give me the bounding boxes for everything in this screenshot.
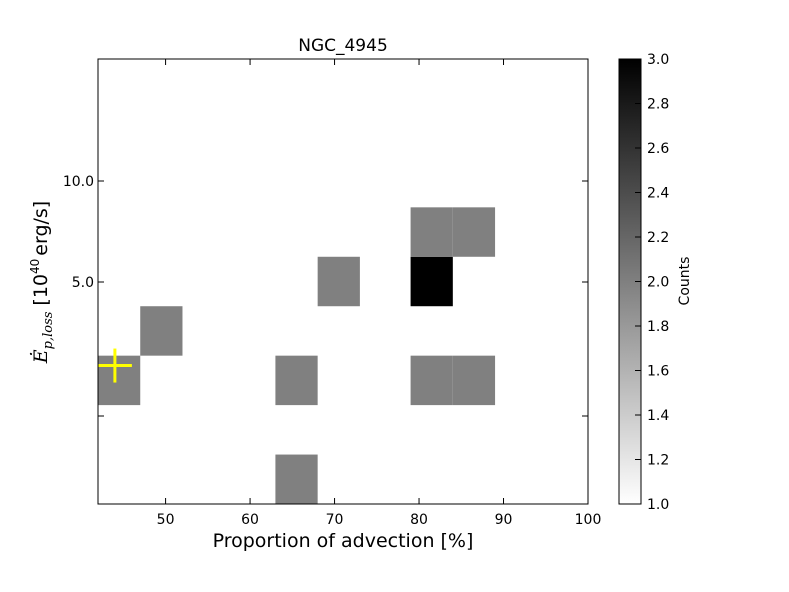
colorbar-tick-label: 1.0	[647, 497, 669, 513]
y-axis-label-unit-prefix: [10	[30, 274, 52, 306]
colorbar-tick-label: 3.0	[647, 52, 669, 68]
y-tick-label-5: 5.0	[72, 275, 94, 291]
colorbar-ticks: 1.0 1.2 1.4 1.6 1.8 2.0 2.2 2.4 2.6 2.8 3.0	[635, 52, 669, 513]
x-tick-label: 70	[326, 512, 344, 528]
y-axis-label-unit-suffix: erg/s]	[30, 201, 52, 256]
marker-plus	[97, 348, 132, 383]
x-axis-ticks: 50 60 70 80 90 100	[157, 59, 602, 528]
colorbar-tick-label: 1.4	[647, 408, 669, 424]
heatmap-cell	[98, 355, 141, 406]
y-tick-label-10: 10.0	[63, 174, 94, 190]
heatmap-cell	[452, 355, 496, 406]
heatmap-cell	[140, 306, 183, 356]
y-axis-label: Ėp,loss [1040 erg/s]	[28, 201, 56, 364]
x-tick-label: 100	[575, 512, 602, 528]
colorbar-tick-label: 2.6	[647, 141, 669, 157]
colorbar-tick-label: 2.2	[647, 230, 669, 246]
x-tick-label: 60	[241, 512, 259, 528]
heatmap-cell	[410, 207, 453, 257]
y-axis-label-subscript: p,loss	[41, 311, 56, 349]
heatmap-cell	[275, 454, 318, 504]
x-tick-label: 90	[495, 512, 513, 528]
colorbar-label: Counts	[677, 257, 693, 306]
heatmap-cell	[452, 207, 496, 257]
heatmap-cell	[275, 355, 318, 406]
colorbar-tick-label: 2.0	[647, 275, 669, 291]
heatmap-cells	[98, 207, 496, 504]
y-axis-label-symbol: Ė	[29, 349, 52, 364]
colorbar-tick-label: 1.6	[647, 364, 669, 380]
svg-text:Ėp,loss[1040erg/s]: Ėp,loss [1040 erg/s]	[28, 201, 56, 364]
x-tick-label: 80	[410, 512, 428, 528]
heatmap-cell	[317, 256, 360, 307]
colorbar-tick-label: 2.4	[647, 186, 669, 202]
heatmap-cell	[410, 256, 453, 307]
colorbar-tick-label: 1.8	[647, 319, 669, 335]
x-tick-label: 50	[157, 512, 175, 528]
colorbar-tick-label: 1.2	[647, 453, 669, 469]
heatmap-cell	[410, 355, 453, 406]
colorbar-tick-label: 2.8	[647, 97, 669, 113]
y-axis-ticks	[98, 180, 588, 417]
chart-title: NGC_4945	[298, 36, 388, 56]
y-axis-label-unit-exp: 40	[28, 259, 42, 274]
x-axis-label: Proportion of advection [%]	[213, 530, 474, 552]
